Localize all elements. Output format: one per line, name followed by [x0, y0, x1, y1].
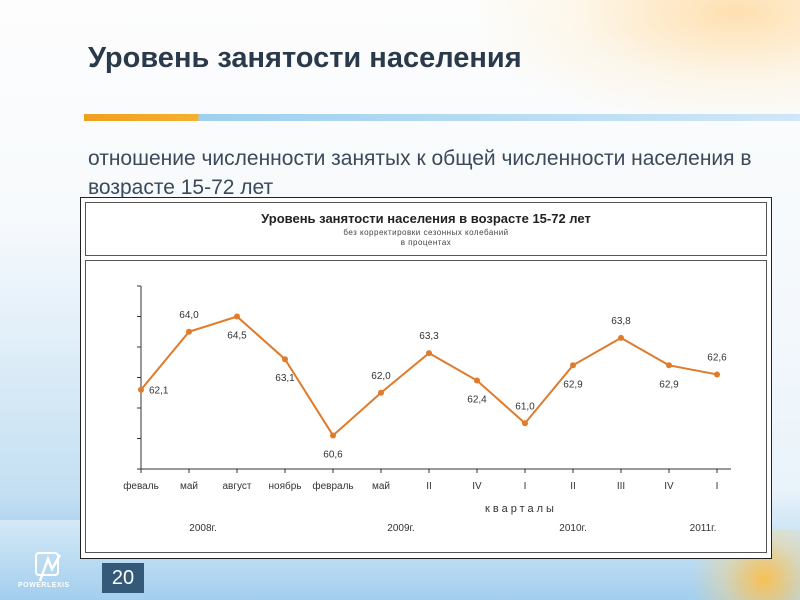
data-label: 62,9 — [563, 379, 583, 390]
chart-subtitle-line-2: в процентах — [400, 238, 452, 247]
year-label: 2011г. — [690, 523, 717, 534]
line-chart: 62,1 64,0 64,5 63,1 60,6 62,0 63,3 62,4 61,0 62,9… — [123, 285, 731, 534]
data-point — [378, 389, 384, 396]
chart-body: 62,1 64,0 64,5 63,1 60,6 62,0 63,3 62,4 61,0 62,9… — [85, 260, 767, 553]
year-label: 2009г. — [387, 523, 414, 534]
data-label: 64,0 — [179, 310, 199, 321]
data-point — [186, 328, 192, 335]
title-underline — [84, 114, 800, 121]
page-number: 20 — [102, 563, 144, 593]
x-tick-label: I — [524, 481, 527, 492]
x-tick-label: май — [180, 481, 198, 492]
x-tick-label: ноябрь — [269, 480, 302, 492]
data-point — [234, 313, 240, 320]
data-label: 61,0 — [515, 401, 535, 412]
data-label: 60,6 — [323, 449, 343, 460]
chart-header: Уровень занятости населения в возрасте 1… — [85, 202, 767, 256]
data-label: 63,1 — [275, 373, 295, 384]
powerlexis-logo-icon — [35, 552, 62, 582]
data-label: 62,0 — [371, 371, 391, 382]
chart-frame: Уровень занятости населения в возрасте 1… — [80, 197, 772, 559]
data-point — [330, 432, 336, 439]
data-point — [666, 362, 672, 369]
year-label: 2008г. — [189, 523, 216, 534]
slide-subtitle: отношение численности занятых к общей чи… — [88, 147, 752, 199]
x-tick-label: август — [223, 481, 252, 492]
background-glow-top — [480, 0, 800, 120]
data-label: 62,9 — [659, 379, 679, 390]
data-point — [282, 356, 288, 363]
chart-title: Уровень занятости населения в возрасте 1… — [261, 211, 591, 226]
x-tick-label: II — [570, 481, 576, 492]
data-label: 63,8 — [611, 316, 631, 327]
x-tick-label: IV — [472, 481, 482, 492]
x-tick-label: май — [372, 481, 390, 492]
x-tick-label: II — [426, 481, 432, 492]
data-point — [570, 362, 576, 369]
data-label: 64,5 — [227, 331, 247, 342]
data-point — [618, 334, 624, 341]
data-label: 63,3 — [419, 331, 439, 342]
x-tick-label: февраль — [312, 480, 353, 492]
chart-subtitle-line-1: без корректировки сезонных колебаний — [343, 228, 509, 237]
data-point — [522, 420, 528, 427]
data-point — [714, 371, 720, 378]
x-tick-label: IV — [664, 481, 674, 492]
year-label: 2010г. — [559, 523, 586, 534]
x-axis-title: кварталы — [485, 503, 557, 515]
data-point — [474, 377, 480, 384]
slide-title: Уровень занятости населения — [88, 42, 522, 74]
data-label: 62,1 — [149, 386, 169, 397]
x-tick-label: феваль — [123, 480, 159, 492]
logo-text: POWERLEXIS — [18, 582, 70, 589]
data-point — [426, 350, 432, 357]
background-gradient-left — [0, 220, 90, 520]
x-tick-label: III — [617, 481, 625, 492]
data-label: 62,6 — [707, 352, 727, 363]
data-point — [138, 386, 144, 393]
data-label: 62,4 — [467, 395, 487, 406]
x-tick-label: I — [716, 481, 719, 492]
